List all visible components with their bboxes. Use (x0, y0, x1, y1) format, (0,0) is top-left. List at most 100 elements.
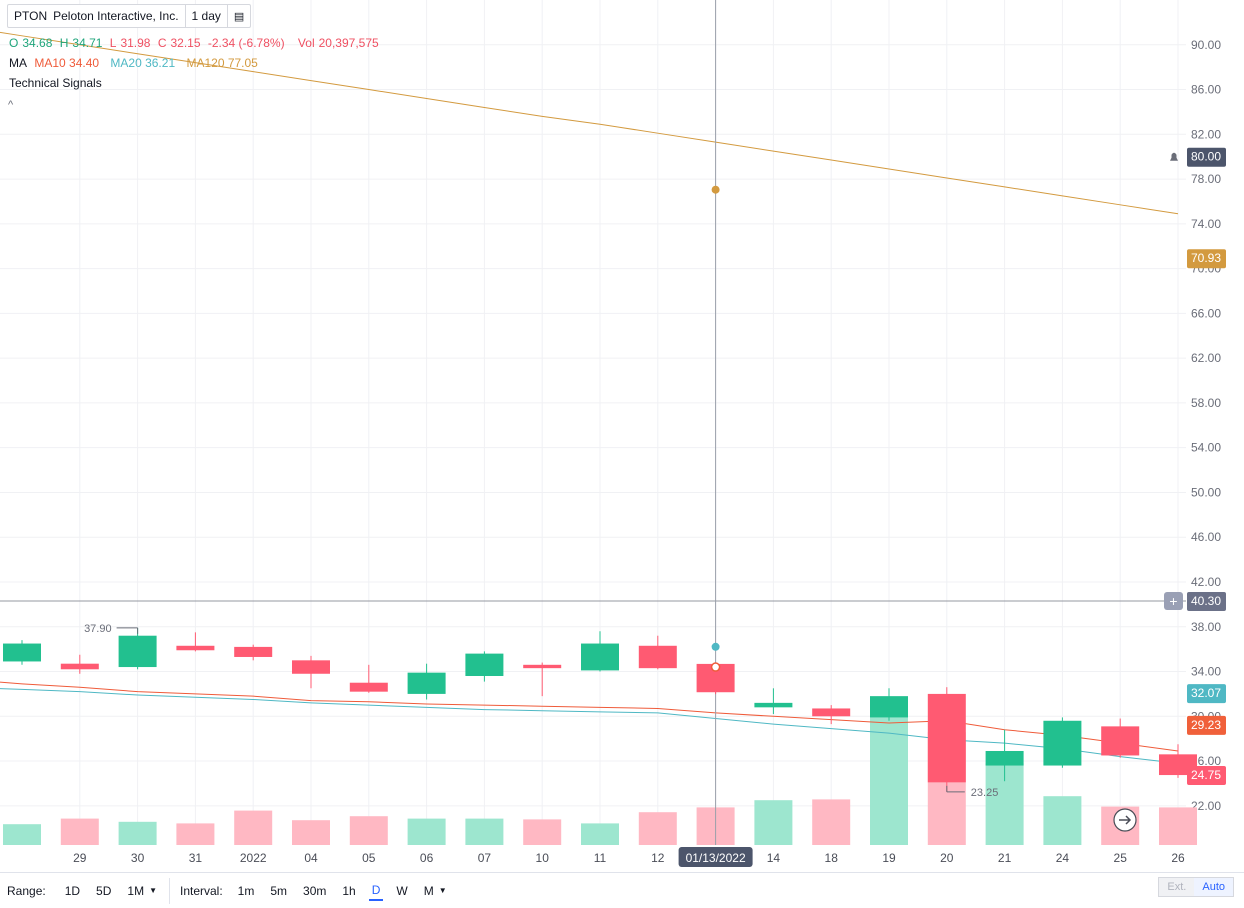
ma120-last-label: 70.93 (1191, 251, 1221, 265)
y-tick-label: 62.00 (1191, 351, 1221, 365)
candle-body[interactable] (465, 653, 504, 676)
auto-button[interactable]: Auto (1194, 878, 1233, 896)
ohlc-row: O 34.68 H 34.71 L 31.98 C 32.15 -2.34 (-6.78… (9, 35, 383, 51)
crosshair-date-badge (678, 847, 753, 867)
range-1m-button[interactable]: 1M (127, 883, 145, 898)
company-name: Peloton Interactive, Inc. (53, 9, 179, 23)
low-label: L (109, 36, 117, 50)
candle-body[interactable] (754, 702, 793, 708)
candle-body[interactable] (3, 643, 41, 662)
candle-body[interactable] (1043, 720, 1082, 766)
volume-bar (292, 820, 330, 845)
chevron-down-icon[interactable]: ▼ (438, 886, 447, 895)
volume-bar (234, 810, 273, 845)
candle-body[interactable] (1101, 726, 1140, 756)
close-last-label: 24.75 (1191, 768, 1221, 782)
x-tick-label: 19 (882, 851, 896, 865)
collapse-icon[interactable]: ^ (8, 99, 14, 111)
x-tick-label: 2022 (240, 851, 267, 865)
candle-body[interactable] (292, 660, 330, 674)
y-tick-label: 74.00 (1191, 217, 1221, 231)
bell-icon[interactable] (1170, 152, 1178, 161)
y-tick-label: 78.00 (1191, 172, 1221, 186)
range-5d-button[interactable]: 5D (96, 883, 112, 898)
close-label: C (157, 36, 167, 50)
price-chart[interactable]: 22.0026.0030.0034.0038.0042.0046.0050.00… (0, 0, 1244, 872)
ma-label: MA (9, 56, 27, 70)
interval-d-button[interactable]: D (368, 881, 384, 901)
y-tick-label: 38.00 (1191, 620, 1221, 634)
candle-body[interactable] (812, 708, 851, 717)
horizontal-line-price-badge (1187, 592, 1226, 612)
bottom-toolbar: Range: 1D 5D 1M ▼ Interval: 1m 5m 30m 1h… (0, 872, 1244, 908)
volume-label: Vol (297, 36, 315, 50)
candle-body[interactable] (927, 693, 966, 783)
ma20-line (0, 688, 1179, 764)
chevron-down-icon[interactable]: ▼ (149, 886, 157, 895)
volume-bar (407, 818, 446, 845)
candle-body[interactable] (985, 750, 1024, 766)
candle-body[interactable] (176, 645, 215, 651)
x-tick-label: 11 (594, 851, 607, 865)
candle-body[interactable] (581, 643, 619, 671)
interval-1m-button[interactable]: 1m (237, 883, 255, 898)
y-tick-label: 26.00 (1191, 754, 1221, 768)
candle-body[interactable] (523, 664, 562, 669)
ma-row[interactable]: MA MA10 34.40 MA20 36.21 MA120 77.05 (9, 55, 262, 71)
y-tick-label: 66.00 (1191, 306, 1221, 320)
high-marker-label: 37.90 (84, 623, 112, 635)
candle-body[interactable] (638, 645, 677, 669)
ma20-value: MA20 36.21 (110, 56, 176, 70)
candle-body[interactable] (60, 663, 99, 670)
y-tick-label: 22.00 (1191, 799, 1221, 813)
x-tick-label: 31 (189, 851, 203, 865)
ma10-last-label: 29.23 (1191, 718, 1221, 732)
add-alert-button[interactable] (1164, 592, 1183, 611)
volume-bar (754, 800, 793, 845)
candle-body[interactable] (349, 682, 388, 692)
interval-30m-button[interactable]: 30m (303, 883, 327, 898)
y-tick-label: 58.00 (1191, 396, 1221, 410)
y-tick-label: 82.00 (1191, 127, 1221, 141)
ma20-hover-dot (711, 642, 720, 651)
interval-w-button[interactable]: W (396, 883, 408, 898)
x-tick-label: 29 (73, 851, 87, 865)
candle-body[interactable] (870, 696, 908, 718)
x-tick-label: 18 (825, 851, 839, 865)
x-tick-label: 20 (940, 851, 954, 865)
ma120-hover-dot (711, 185, 720, 194)
toolbar-divider (168, 877, 170, 904)
ma20-last-label: 32.07 (1191, 686, 1221, 700)
x-tick-label: 06 (420, 851, 434, 865)
close-value: 32.15 (170, 36, 201, 50)
x-tick-label: 05 (362, 851, 376, 865)
interval-m-button[interactable]: M (423, 883, 434, 898)
interval-5m-button[interactable]: 5m (270, 883, 288, 898)
interval-1h-button[interactable]: 1h (342, 883, 356, 898)
symbol-box[interactable]: PTON Peloton Interactive, Inc. 1 day ▤ (7, 4, 252, 28)
close-last-badge (1187, 766, 1226, 786)
ma10-value: MA10 34.40 (34, 56, 100, 70)
candle-body[interactable] (407, 672, 446, 694)
session-toggle: Ext. Auto (1158, 877, 1234, 897)
open-value: 34.68 (22, 36, 53, 50)
arrow-right-icon (1119, 815, 1132, 825)
interval-label[interactable]: 1 day (191, 9, 221, 23)
change-value: -2.34 (-6.78%) (207, 36, 285, 50)
ma10-last-badge (1187, 715, 1226, 735)
ext-button[interactable]: Ext. (1159, 878, 1195, 896)
y-tick-label: 86.00 (1191, 83, 1221, 97)
details-icon[interactable]: ▤ (233, 10, 245, 23)
candle-body[interactable] (118, 635, 157, 668)
candle-body[interactable] (234, 646, 273, 657)
technical-signals[interactable]: Technical Signals (9, 76, 102, 90)
x-tick-label: 04 (304, 851, 318, 865)
volume-bar (176, 823, 215, 845)
volume-bar (1043, 796, 1082, 845)
range-1d-button[interactable]: 1D (64, 883, 81, 898)
symbol-ticker[interactable]: PTON (14, 9, 48, 23)
ma120-line (0, 31, 1179, 215)
y-tick-label: 90.00 (1191, 38, 1221, 52)
ma120-last-badge (1187, 249, 1226, 269)
ma10-line (0, 681, 1179, 752)
